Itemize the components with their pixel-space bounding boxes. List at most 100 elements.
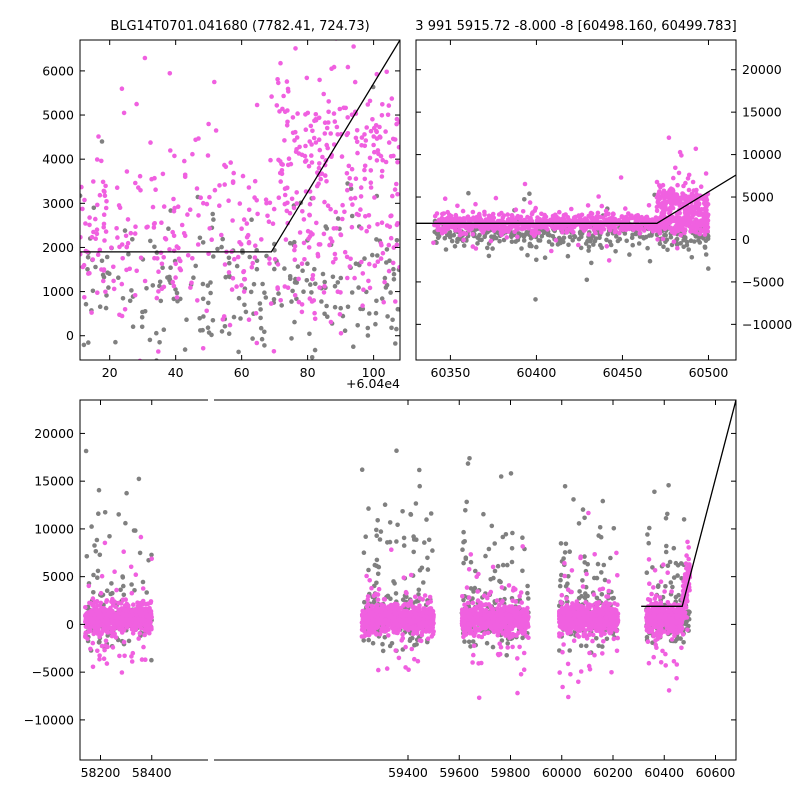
data-point-magenta — [137, 631, 143, 636]
data-point-magenta — [268, 157, 273, 163]
data-point-magenta — [195, 298, 200, 303]
data-point-gray — [382, 275, 388, 281]
data-point-magenta — [616, 218, 622, 223]
data-point-magenta — [576, 242, 581, 248]
data-point-magenta — [136, 185, 141, 190]
data-point-magenta — [140, 618, 145, 623]
data-point-magenta — [372, 611, 378, 617]
data-point-magenta — [386, 140, 392, 145]
data-point-gray — [657, 241, 663, 246]
data-point-gray — [508, 471, 514, 476]
data-point-gray — [122, 228, 128, 233]
data-point-magenta — [324, 179, 329, 184]
data-point-gray — [486, 546, 492, 552]
data-point-magenta — [103, 289, 108, 295]
data-point-gray — [627, 252, 632, 257]
data-point-gray — [366, 506, 371, 511]
data-point-magenta — [104, 661, 110, 666]
data-point-magenta — [307, 201, 313, 207]
data-point-magenta — [295, 111, 300, 116]
data-point-magenta — [91, 179, 96, 184]
data-point-magenta — [691, 188, 697, 193]
data-point-magenta — [682, 210, 688, 215]
data-point-magenta — [586, 232, 592, 237]
data-point-magenta — [429, 634, 435, 639]
data-point-gray — [93, 264, 98, 270]
data-point-magenta — [553, 237, 559, 243]
data-point-magenta — [593, 215, 598, 221]
data-point-gray — [149, 552, 154, 558]
data-point-magenta — [114, 185, 120, 190]
data-point-magenta — [657, 227, 662, 233]
data-point-magenta — [328, 131, 334, 136]
data-point-gray — [312, 266, 317, 272]
data-point-magenta — [94, 157, 100, 162]
data-point-magenta — [367, 155, 373, 161]
data-point-magenta — [130, 631, 136, 636]
data-point-magenta — [353, 176, 359, 181]
data-point-magenta — [148, 599, 154, 604]
data-point-magenta — [364, 573, 369, 579]
y-tick-label: −10000 — [742, 317, 792, 332]
data-point-magenta — [592, 223, 598, 228]
data-point-magenta — [675, 182, 680, 188]
data-point-gray — [152, 244, 157, 250]
data-point-magenta — [583, 217, 589, 223]
data-point-magenta — [393, 299, 398, 304]
data-point-magenta — [190, 151, 195, 157]
panel-top-left-x-offset: +6.04e4 — [346, 376, 400, 391]
data-point-magenta — [121, 612, 127, 618]
data-point-magenta — [612, 229, 618, 235]
data-point-magenta — [299, 261, 305, 267]
data-point-magenta — [319, 171, 325, 176]
data-point-magenta — [102, 540, 108, 546]
data-point-magenta — [409, 646, 415, 652]
data-point-gray — [120, 575, 126, 580]
data-point-magenta — [193, 137, 198, 143]
data-point-gray — [262, 329, 267, 335]
data-point-magenta — [621, 226, 626, 231]
data-point-gray — [129, 582, 134, 587]
data-point-magenta — [527, 200, 533, 205]
data-point-magenta — [227, 322, 233, 328]
data-point-magenta — [301, 217, 307, 222]
data-point-magenta — [352, 195, 358, 201]
data-point-magenta — [163, 237, 169, 242]
data-point-magenta — [139, 606, 145, 612]
data-point-gray — [390, 317, 395, 323]
data-point-gray — [388, 290, 393, 295]
data-point-magenta — [684, 199, 690, 204]
data-point-magenta — [400, 632, 405, 637]
data-point-magenta — [372, 263, 378, 269]
data-point-magenta — [404, 590, 409, 596]
data-point-magenta — [80, 184, 84, 190]
data-point-magenta — [306, 163, 312, 169]
data-point-gray — [161, 327, 167, 333]
data-point-magenta — [173, 275, 178, 280]
data-point-gray — [526, 596, 531, 601]
data-point-magenta — [623, 206, 628, 211]
data-point-magenta — [670, 189, 676, 195]
data-point-magenta — [349, 224, 355, 230]
data-point-magenta — [420, 597, 426, 602]
data-point-gray — [401, 535, 407, 541]
data-point-gray — [375, 253, 380, 258]
data-point-gray — [425, 567, 431, 572]
data-point-gray — [466, 190, 471, 196]
data-point-magenta — [521, 650, 527, 656]
data-point-magenta — [287, 210, 293, 216]
data-point-magenta — [376, 151, 381, 157]
data-point-magenta — [380, 611, 386, 617]
data-point-gray — [335, 280, 341, 285]
data-point-magenta — [134, 268, 139, 274]
data-point-magenta — [363, 138, 369, 143]
data-point-magenta — [538, 225, 544, 230]
data-point-magenta — [95, 290, 100, 296]
data-point-gray — [484, 640, 490, 646]
data-point-magenta — [481, 227, 487, 233]
data-point-gray — [380, 641, 385, 647]
data-point-magenta — [80, 264, 86, 270]
data-point-magenta — [536, 230, 542, 236]
data-point-gray — [356, 285, 361, 290]
data-point-magenta — [168, 148, 173, 153]
